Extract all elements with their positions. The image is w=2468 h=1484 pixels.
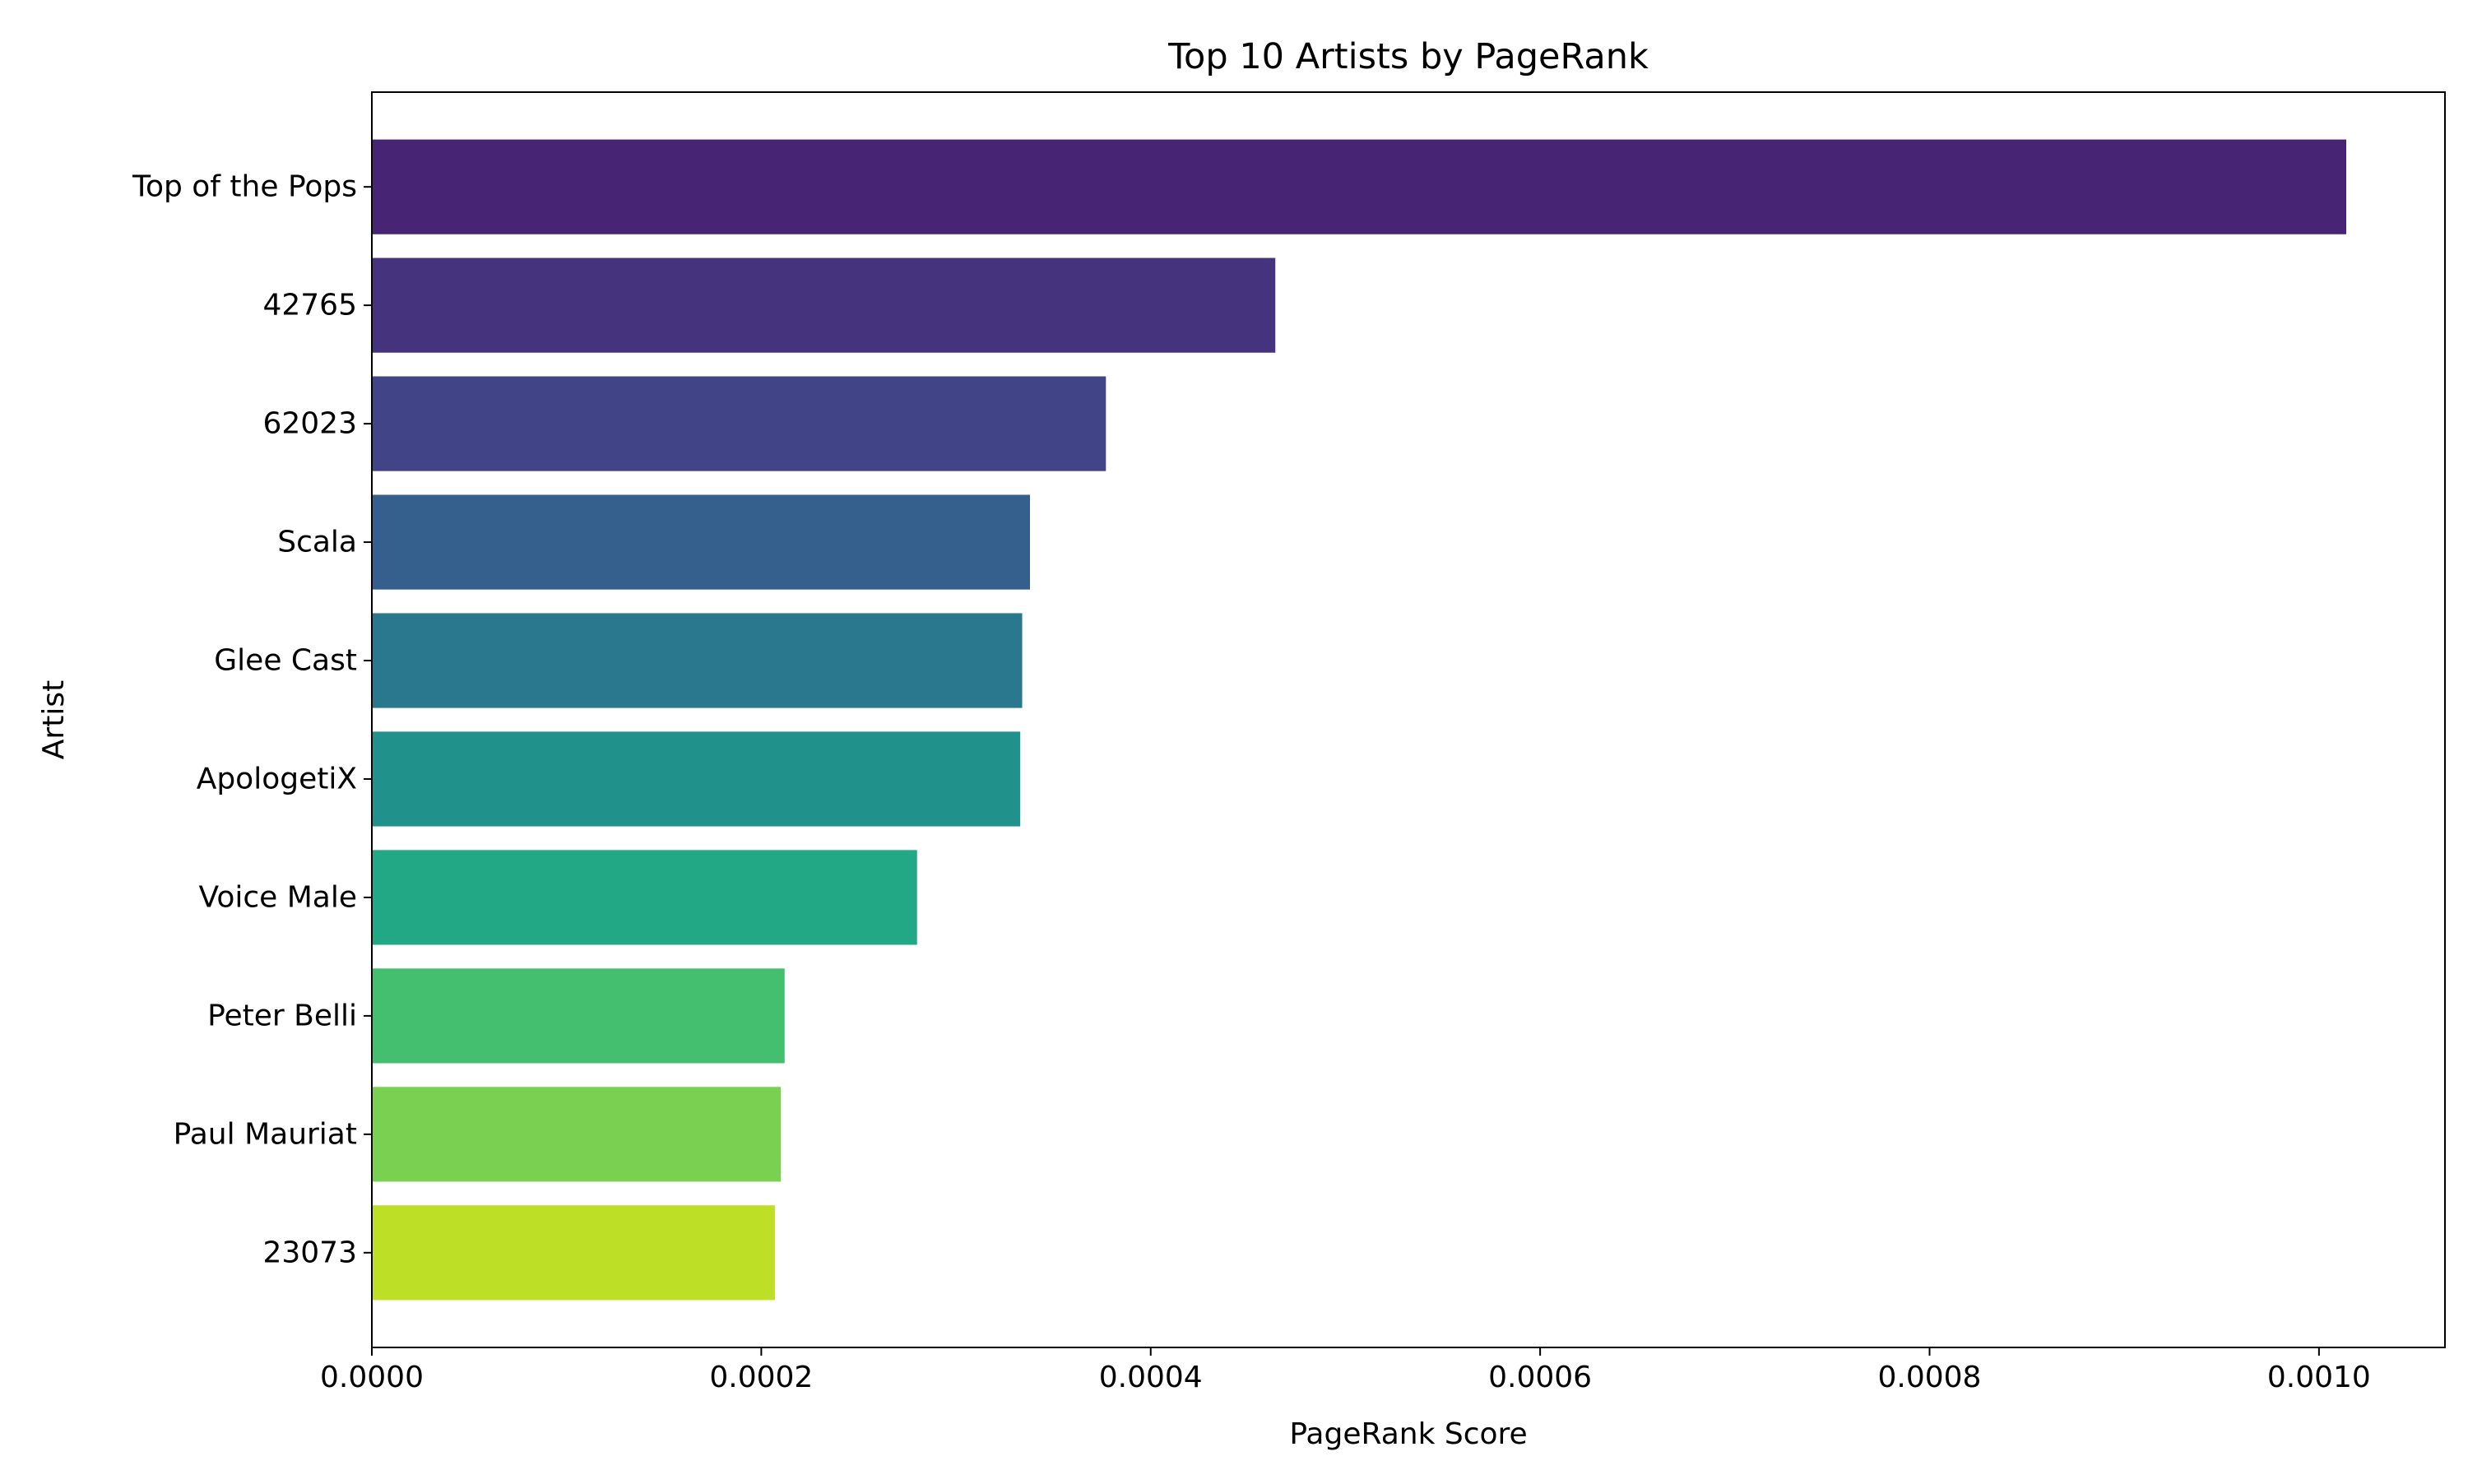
bar — [372, 376, 1106, 471]
plot-frame — [371, 91, 2446, 1348]
bar — [372, 968, 785, 1064]
y-tick-label: 62023 — [262, 407, 357, 441]
x-axis-label: PageRank Score — [1289, 1417, 1527, 1451]
bar — [372, 257, 1276, 353]
x-tick-label: 0.0010 — [2267, 1361, 2371, 1394]
y-tick-label: ApologetiX — [197, 762, 357, 795]
y-tick-label: Top of the Pops — [132, 170, 357, 204]
bar — [372, 1087, 782, 1182]
x-tick-label: 0.0008 — [1878, 1361, 1982, 1394]
x-tick-label: 0.0002 — [709, 1361, 813, 1394]
y-tick-label: Paul Mauriat — [174, 1117, 357, 1151]
bar — [372, 1205, 775, 1301]
bar — [372, 139, 2346, 234]
x-tick-label: 0.0000 — [320, 1361, 424, 1394]
bar — [372, 494, 1030, 590]
bar — [372, 850, 917, 945]
y-tick-label: 23073 — [262, 1236, 357, 1269]
x-tick-label: 0.0004 — [1099, 1361, 1203, 1394]
bar — [372, 613, 1023, 708]
chart-title: Top 10 Artists by PageRank — [1167, 36, 1649, 77]
bars-group — [372, 139, 2346, 1301]
y-tick-label: Glee Cast — [214, 644, 357, 678]
x-tick-label: 0.0006 — [1488, 1361, 1592, 1394]
ticks-group: Top of the Pops 42765 62023 Scala Glee Cast A… — [132, 170, 2371, 1394]
y-tick-label: 42765 — [262, 289, 357, 322]
bar — [372, 731, 1021, 827]
y-tick-label: Peter Belli — [207, 999, 357, 1032]
y-tick-label: Scala — [277, 526, 357, 559]
y-axis-label: Artist — [37, 680, 71, 759]
y-tick-label: Voice Male — [198, 880, 357, 914]
